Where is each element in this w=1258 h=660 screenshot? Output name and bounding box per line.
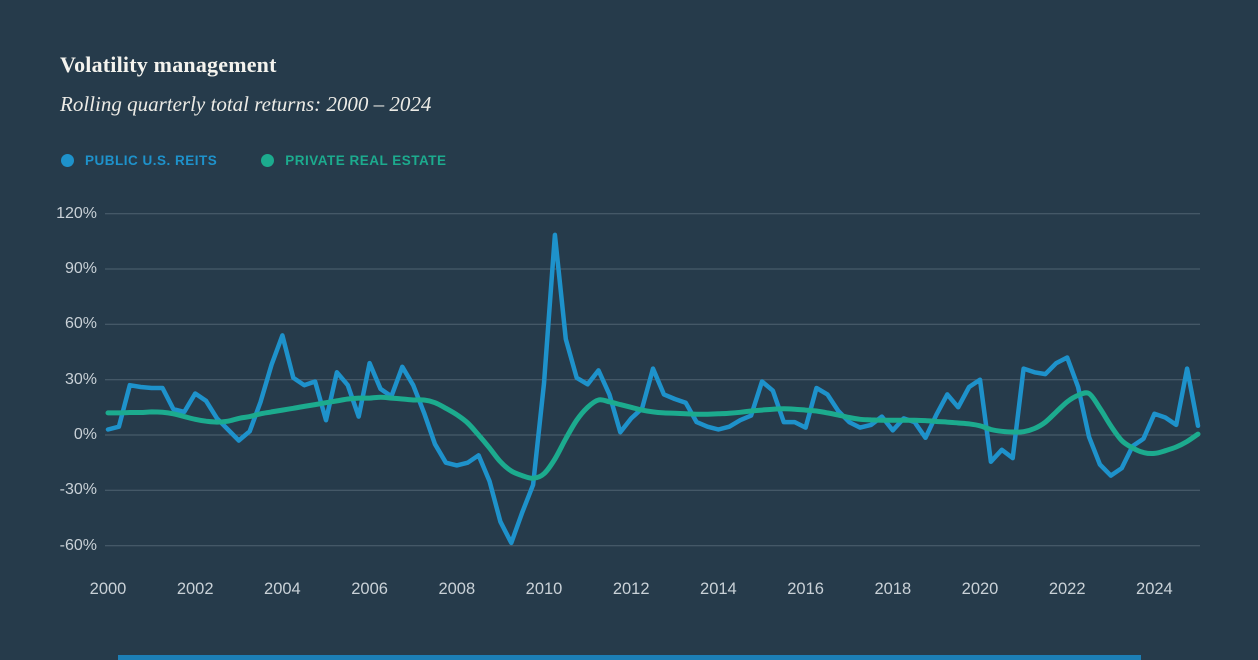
y-axis-tick-label: 60% xyxy=(64,315,97,333)
x-axis-tick-label: 2012 xyxy=(612,580,650,598)
y-axis-tick-label: -60% xyxy=(59,536,97,554)
x-axis-tick-label: 2020 xyxy=(961,580,999,598)
x-axis-tick-label: 2004 xyxy=(264,580,301,598)
x-axis-tick-label: 2024 xyxy=(1136,580,1173,598)
x-axis-tick-label: 2016 xyxy=(787,580,824,598)
y-axis-tick-label: 0% xyxy=(73,426,97,443)
x-axis-tick-label: 2010 xyxy=(525,580,563,598)
y-axis-tick-label: 30% xyxy=(64,370,97,388)
x-axis-tick-label: 2000 xyxy=(89,580,127,598)
legend-item-public-u-s-reits: PUBLIC U.S. REITS xyxy=(61,153,217,168)
x-axis-tick-label: 2018 xyxy=(874,580,912,598)
legend-label: PRIVATE REAL ESTATE xyxy=(285,153,447,168)
y-axis-tick-label: 90% xyxy=(64,260,97,277)
legend-item-private-real-estate: PRIVATE REAL ESTATE xyxy=(261,153,446,168)
x-axis-tick-label: 2022 xyxy=(1048,580,1086,598)
legend-dot-icon xyxy=(261,154,275,167)
legend-label: PUBLIC U.S. REITS xyxy=(85,153,218,168)
series-line-private-real-estate xyxy=(105,390,1201,481)
legend: PUBLIC U.S. REITS PRIVATE REAL ESTATE xyxy=(61,153,447,168)
y-axis-tick-label: -30% xyxy=(59,481,97,499)
page-subtitle: Rolling quarterly total returns: 2000 – … xyxy=(60,92,432,116)
page-title: Volatility management xyxy=(60,52,277,77)
x-axis-tick-label: 2008 xyxy=(438,580,476,598)
legend-dot-icon xyxy=(61,154,74,167)
bottom-bar xyxy=(118,655,1141,660)
series-line-public-u-s-reits xyxy=(105,232,1201,546)
x-axis-tick-label: 2014 xyxy=(700,580,737,598)
y-axis-tick-label: 120% xyxy=(56,204,97,222)
x-axis-tick-label: 2002 xyxy=(176,580,214,598)
x-axis-tick-label: 2006 xyxy=(351,580,388,598)
